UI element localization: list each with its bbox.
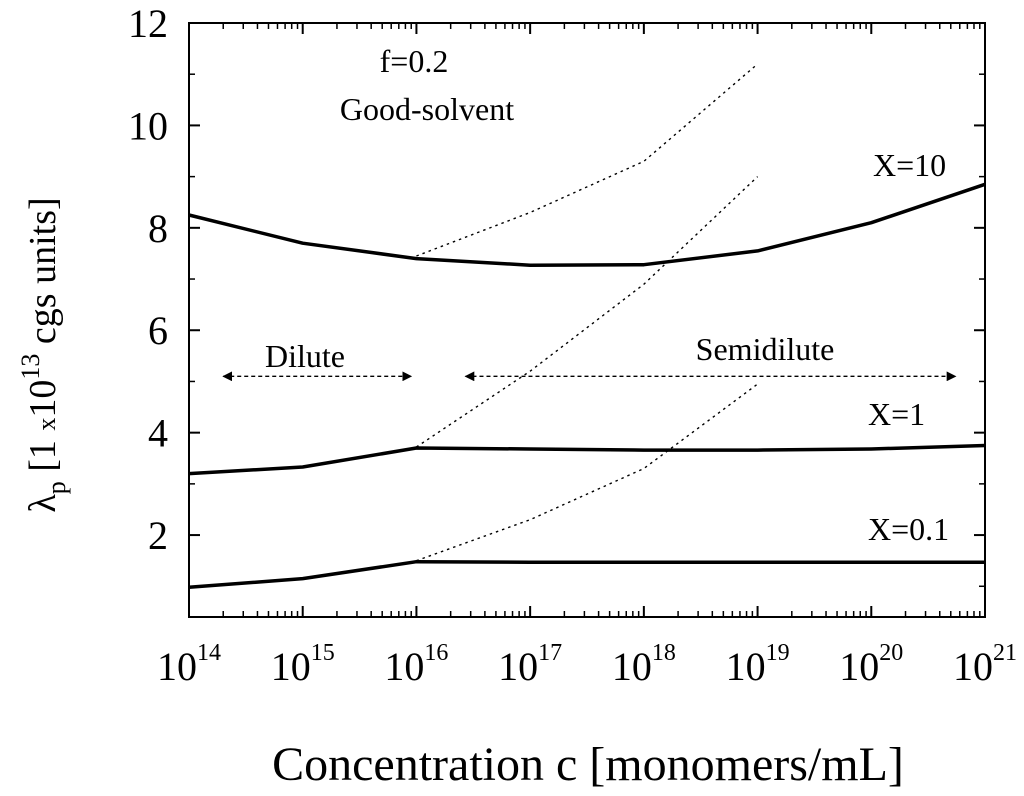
x-tick-label: 1016 xyxy=(384,640,448,689)
y-tick-label: 6 xyxy=(148,308,168,353)
x01-label: X=0.1 xyxy=(868,511,949,547)
x-tick-exponent: 15 xyxy=(311,640,335,666)
series-line xyxy=(188,559,985,590)
x-tick-base: 10 xyxy=(498,644,538,689)
y-tick-labels: 2 4 6 8 10 12 xyxy=(128,1,168,558)
solvent-annotation: Good-solvent xyxy=(340,91,514,127)
x-tick-label: 1018 xyxy=(612,640,676,689)
x-tick-exponent: 17 xyxy=(538,640,562,666)
x-tick-labels: 1014 1015 1016 1017 1018 1019 1020 1021 xyxy=(157,640,1017,689)
series-layer xyxy=(188,63,986,590)
y-tick-label: 4 xyxy=(148,411,168,456)
y-axis-subscript: p xyxy=(42,481,71,494)
x-tick-label: 1014 xyxy=(157,640,221,689)
x1-label: X=1 xyxy=(868,396,925,432)
x-tick-exponent: 19 xyxy=(766,640,790,666)
y-axis-prefix: [1 xyxy=(22,431,64,482)
y-axis-exponent: 13 xyxy=(16,354,45,380)
y-tick-label: 8 xyxy=(148,206,168,251)
dotted-extension-line xyxy=(416,176,759,448)
x-tick-exponent: 21 xyxy=(993,640,1017,666)
x-tick-exponent: 18 xyxy=(652,640,676,666)
series-line xyxy=(188,182,986,267)
dilute-label: Dilute xyxy=(265,338,345,374)
x-tick-exponent: 14 xyxy=(197,640,221,666)
major-ticks xyxy=(188,22,986,617)
x-tick-base: 10 xyxy=(953,644,993,689)
y-axis-symbol: λ xyxy=(22,494,64,513)
x-tick-exponent: 20 xyxy=(879,640,903,666)
dotted-extension-line xyxy=(416,63,759,257)
x-tick-base: 10 xyxy=(271,644,311,689)
y-axis-base: 10 xyxy=(22,380,64,418)
y-axis-label: λp [1 x1013 cgs units] xyxy=(16,197,71,512)
x-tick-label: 1021 xyxy=(953,640,1017,689)
minor-ticks xyxy=(189,23,985,617)
dotted-extension-line xyxy=(416,383,759,562)
x-tick-base: 10 xyxy=(726,644,766,689)
y-tick-label: 2 xyxy=(148,513,168,558)
x-tick-label: 1017 xyxy=(498,640,562,689)
semidilute-label: Semidilute xyxy=(696,331,835,367)
x-tick-base: 10 xyxy=(612,644,652,689)
y-tick-label: 12 xyxy=(128,1,168,46)
y-tick-label: 10 xyxy=(128,103,168,148)
x-tick-base: 10 xyxy=(384,644,424,689)
x-tick-base: 10 xyxy=(157,644,197,689)
f-annotation: f=0.2 xyxy=(380,43,449,79)
x-tick-base: 10 xyxy=(839,644,879,689)
y-axis-multiply: x xyxy=(32,418,61,431)
x-tick-label: 1020 xyxy=(839,640,903,689)
x-tick-exponent: 16 xyxy=(424,640,448,666)
series-line xyxy=(188,443,986,476)
x10-label: X=10 xyxy=(873,147,946,183)
x-tick-label: 1015 xyxy=(271,640,335,689)
plot-frame xyxy=(188,22,986,618)
x-axis-label: Concentration c [monomers/mL] xyxy=(272,738,904,791)
x-tick-label: 1019 xyxy=(726,640,790,689)
y-axis-suffix: cgs units] xyxy=(22,197,64,353)
